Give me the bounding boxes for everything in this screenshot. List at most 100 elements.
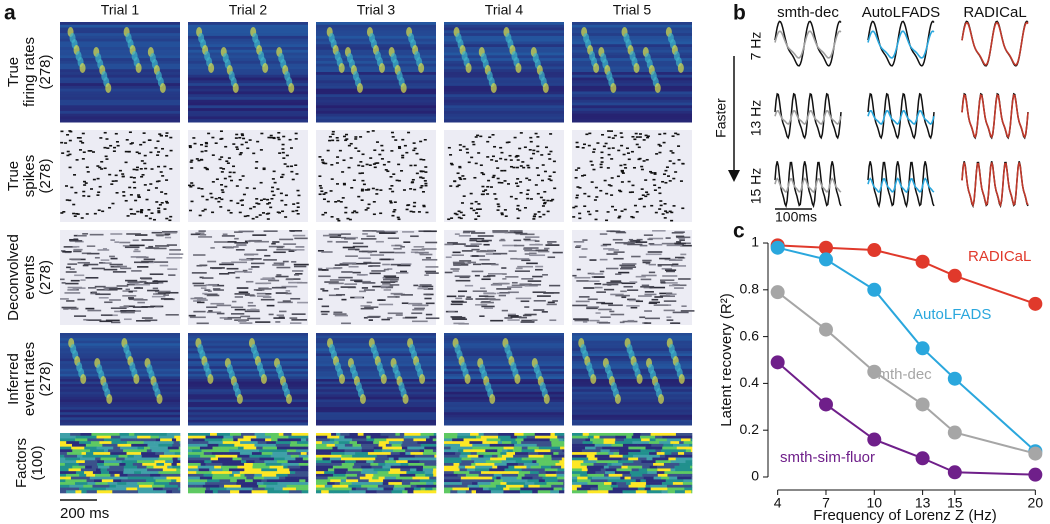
factor-cell xyxy=(453,463,460,467)
event xyxy=(664,282,678,284)
factor-cell xyxy=(471,463,476,467)
factor-cell xyxy=(590,479,608,483)
event xyxy=(526,164,530,167)
event xyxy=(236,242,247,245)
event xyxy=(424,166,428,168)
factor-cell xyxy=(66,452,82,456)
event xyxy=(281,173,285,176)
factor-cell xyxy=(407,460,420,464)
event xyxy=(574,176,578,179)
event xyxy=(354,296,363,299)
event xyxy=(540,179,544,182)
event xyxy=(458,149,462,151)
event xyxy=(665,211,669,214)
heatmap-row xyxy=(60,119,180,123)
factor-cell xyxy=(188,468,199,472)
heatmap-blob xyxy=(636,374,643,384)
factor-cell xyxy=(83,484,93,488)
event xyxy=(492,252,508,255)
event xyxy=(252,187,256,190)
event xyxy=(635,143,639,146)
event xyxy=(115,140,119,143)
heatmap-row xyxy=(60,47,180,51)
event xyxy=(139,277,152,279)
heatmap-row xyxy=(188,33,308,37)
event xyxy=(403,241,411,243)
factor-cell xyxy=(219,479,231,483)
event xyxy=(119,306,129,308)
row-label-line: (278) xyxy=(37,54,54,89)
event xyxy=(224,318,233,320)
heatmap-row xyxy=(188,74,308,79)
event xyxy=(637,158,641,161)
event xyxy=(636,238,643,241)
factor-cell xyxy=(457,446,473,450)
factor-cell xyxy=(405,465,412,469)
factor-cell xyxy=(580,473,588,477)
event xyxy=(333,311,343,314)
event xyxy=(669,284,675,287)
factor-cell xyxy=(109,471,124,475)
event xyxy=(533,309,545,311)
event xyxy=(276,211,280,214)
event xyxy=(367,203,371,206)
event xyxy=(452,243,466,245)
factor-cell xyxy=(274,487,283,491)
factor-cell xyxy=(643,454,661,458)
event xyxy=(229,199,233,202)
event xyxy=(87,195,91,198)
event xyxy=(289,322,302,324)
factor-cell xyxy=(444,465,459,469)
data-point xyxy=(1028,296,1043,311)
factor-cell xyxy=(647,471,658,475)
factor-cell xyxy=(595,471,606,475)
event xyxy=(393,293,405,296)
factor-cell xyxy=(587,468,593,472)
factor-cell xyxy=(572,471,588,475)
event xyxy=(167,268,178,270)
factor-cell xyxy=(388,482,403,486)
factor-cell xyxy=(244,471,260,475)
event xyxy=(103,286,118,289)
event xyxy=(493,193,497,195)
event xyxy=(98,166,102,169)
event xyxy=(552,251,563,254)
event xyxy=(199,264,208,267)
event xyxy=(552,171,556,174)
event xyxy=(373,166,377,169)
event xyxy=(291,261,297,263)
event xyxy=(239,152,243,154)
event xyxy=(163,208,167,210)
factor-cell xyxy=(465,490,472,494)
event xyxy=(165,132,169,134)
factor-cell xyxy=(474,479,491,483)
factor-cell xyxy=(607,463,612,467)
event xyxy=(623,208,627,211)
event xyxy=(333,267,343,269)
heatmap-row xyxy=(188,105,308,109)
event xyxy=(273,181,277,184)
factor-cell xyxy=(643,476,654,480)
factor-cell xyxy=(655,460,671,464)
factor-cell xyxy=(290,454,300,458)
factor-cell xyxy=(334,443,346,447)
event xyxy=(653,172,657,174)
event xyxy=(109,263,123,266)
factor-cell xyxy=(277,468,285,472)
factor-cell xyxy=(81,490,87,494)
factor-cell xyxy=(205,482,221,486)
x-tick-label: 13 xyxy=(915,495,931,511)
factor-cell xyxy=(367,452,385,456)
event xyxy=(409,210,413,213)
factor-cell xyxy=(60,473,67,477)
event xyxy=(246,214,250,217)
factor-cell xyxy=(154,490,167,494)
factor-cell xyxy=(646,490,662,494)
event xyxy=(532,149,536,152)
factor-cell xyxy=(188,473,204,477)
event xyxy=(73,248,83,251)
factor-cell xyxy=(378,476,385,480)
heatmap-row xyxy=(444,409,564,413)
factor-cell xyxy=(235,433,242,437)
factor-cell xyxy=(482,441,491,445)
